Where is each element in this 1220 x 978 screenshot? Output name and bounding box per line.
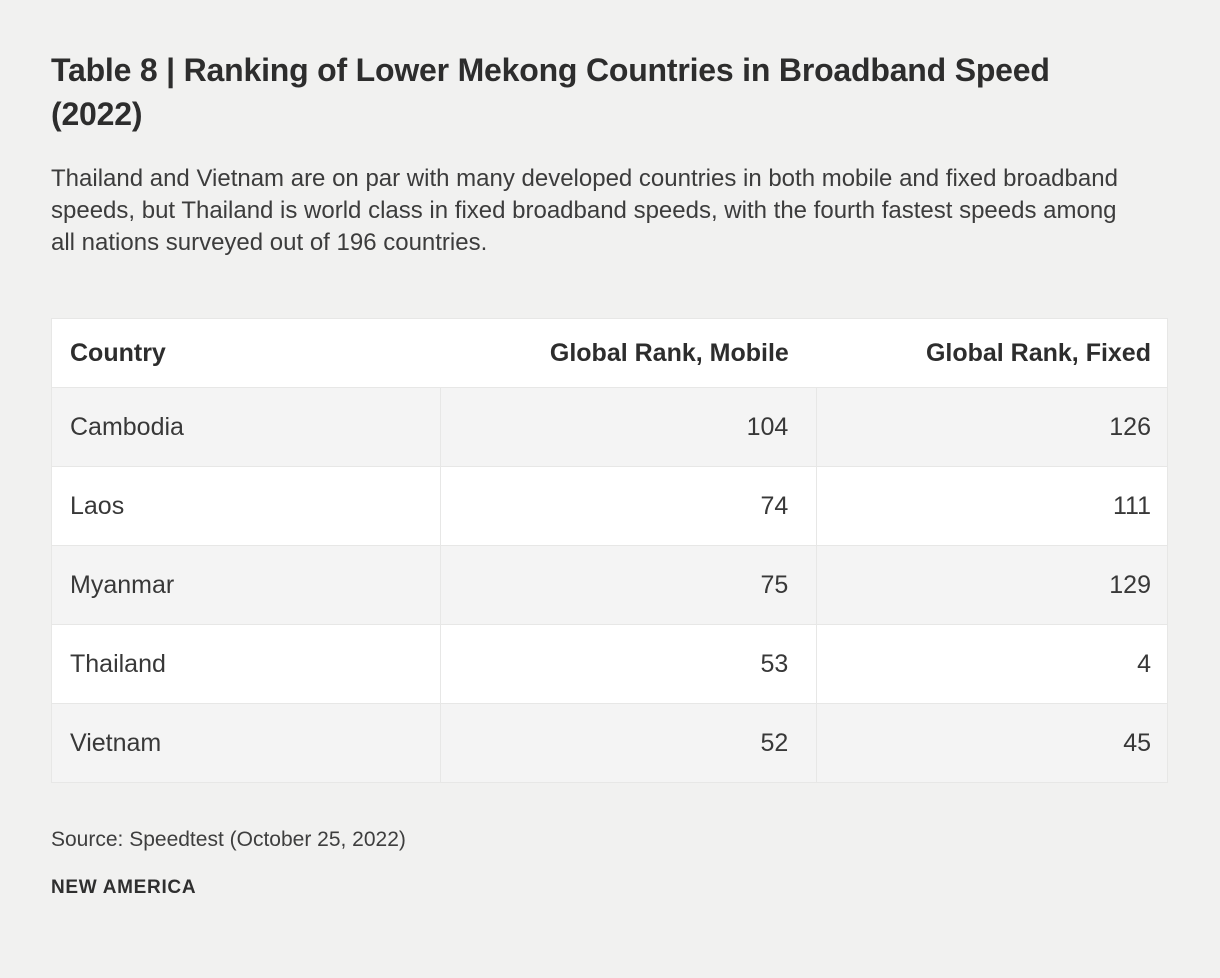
new-america-wordmark: NEW AMERICA bbox=[51, 877, 197, 898]
column-header-global-rank-fixed: Global Rank, Fixed bbox=[816, 318, 1168, 388]
column-header-global-rank-mobile: Global Rank, Mobile bbox=[440, 318, 817, 388]
cell-country: Thailand bbox=[51, 624, 441, 704]
table-row: Cambodia 104 126 bbox=[51, 387, 1168, 467]
cell-country: Vietnam bbox=[51, 703, 441, 783]
header-row: Country Global Rank, Mobile Global Rank,… bbox=[51, 318, 1168, 388]
figure-subtitle: Thailand and Vietnam are on par with man… bbox=[51, 165, 1118, 256]
table-body: Cambodia 104 126 Laos 74 111 Myanmar 75 … bbox=[51, 387, 1168, 783]
table-row: Thailand 53 4 bbox=[51, 624, 1168, 704]
column-header-country: Country bbox=[51, 318, 441, 388]
cell-rank-mobile: 53 bbox=[439, 624, 817, 704]
source-attribution: Source: Speedtest (October 25, 2022) bbox=[51, 828, 406, 851]
table-row: Laos 74 111 bbox=[51, 466, 1168, 546]
table-row: Myanmar 75 129 bbox=[51, 545, 1168, 625]
cell-country: Laos bbox=[51, 466, 441, 546]
table-row: Vietnam 52 45 bbox=[51, 703, 1168, 783]
cell-rank-fixed: 45 bbox=[816, 703, 1168, 783]
cell-rank-mobile: 52 bbox=[439, 703, 817, 783]
table-header: Country Global Rank, Mobile Global Rank,… bbox=[51, 318, 1168, 388]
cell-rank-mobile: 74 bbox=[439, 466, 817, 546]
cell-country: Cambodia bbox=[51, 387, 441, 467]
figure-title: Table 8 | Ranking of Lower Mekong Countr… bbox=[51, 52, 1050, 132]
cell-rank-mobile: 104 bbox=[439, 387, 817, 467]
figure-container: Table 8 | Ranking of Lower Mekong Countr… bbox=[51, 52, 1168, 898]
cell-country: Myanmar bbox=[51, 545, 441, 625]
cell-rank-mobile: 75 bbox=[439, 545, 817, 625]
cell-rank-fixed: 4 bbox=[816, 624, 1168, 704]
broadband-ranking-table: Country Global Rank, Mobile Global Rank,… bbox=[51, 318, 1168, 783]
cell-rank-fixed: 111 bbox=[816, 466, 1168, 546]
cell-rank-fixed: 129 bbox=[816, 545, 1168, 625]
cell-rank-fixed: 126 bbox=[816, 387, 1168, 467]
